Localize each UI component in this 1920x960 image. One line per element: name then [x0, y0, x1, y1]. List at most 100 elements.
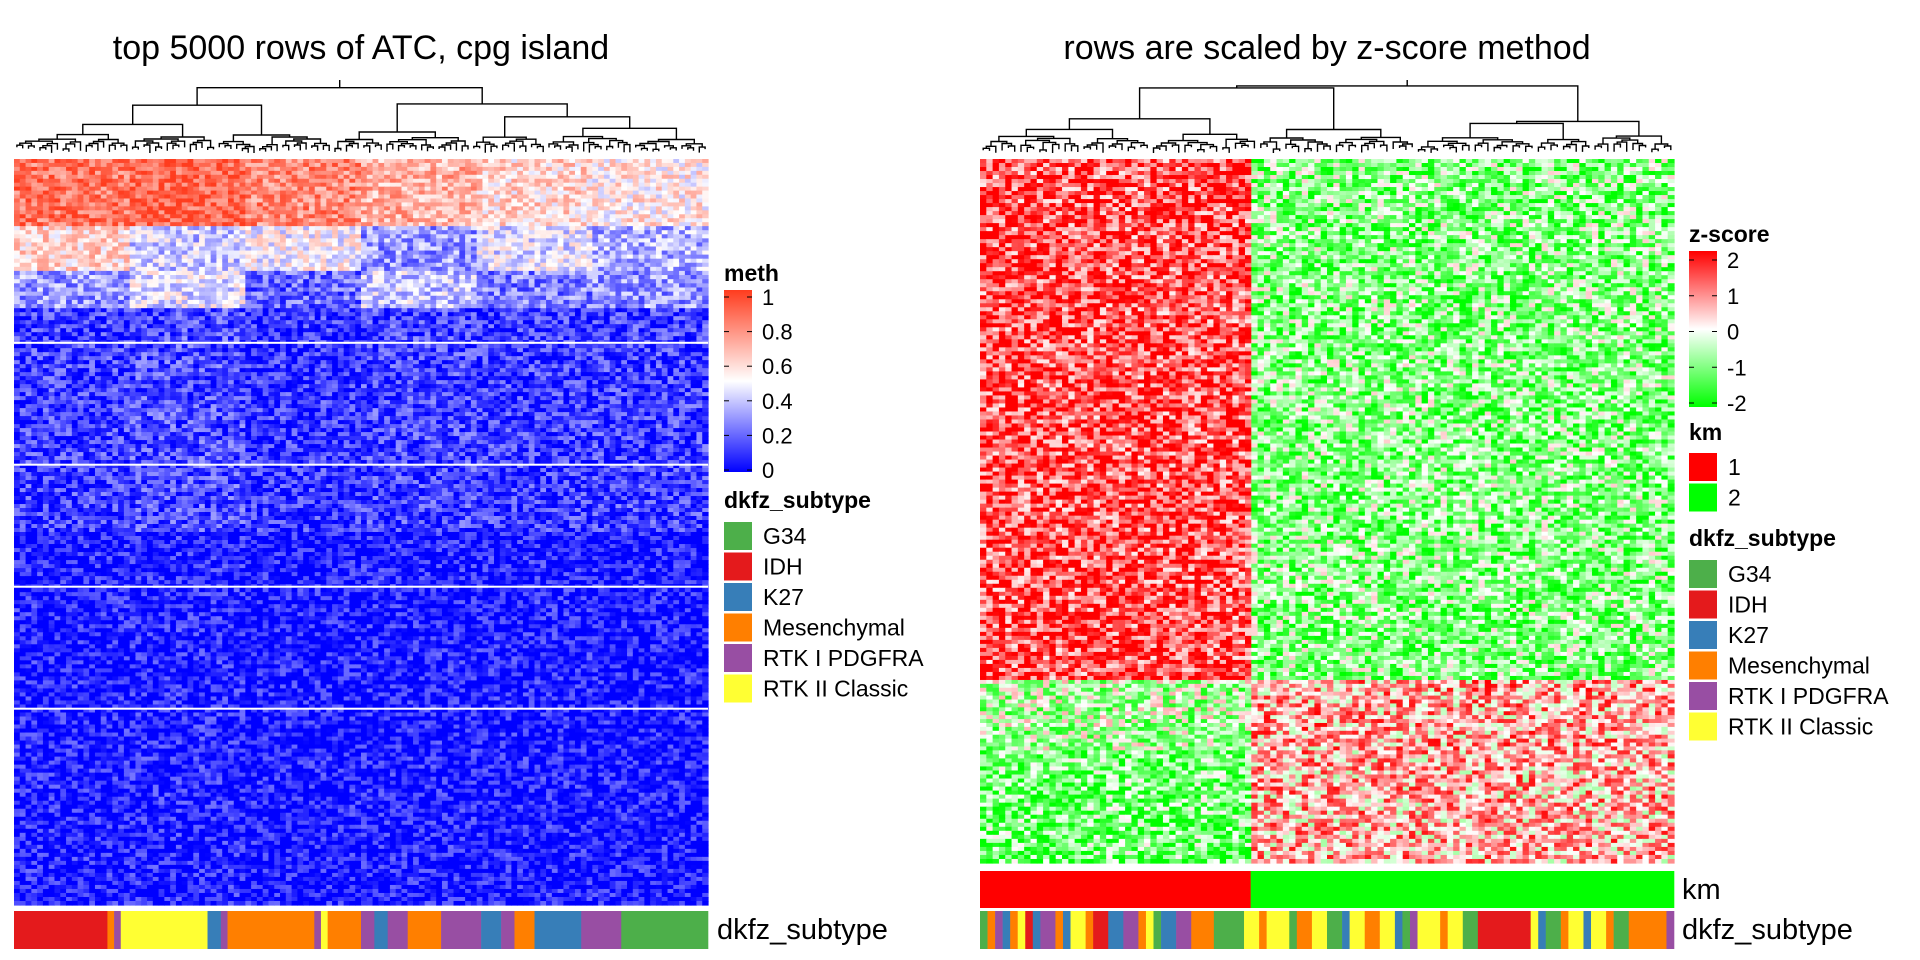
heatmap-cell [477, 222, 483, 227]
heatmap-cell [49, 234, 55, 239]
heatmap-cell [454, 251, 460, 256]
heatmap-cell [569, 222, 575, 227]
heatmap-cell [488, 179, 494, 184]
heatmap-cell [60, 167, 66, 172]
heatmap-cell [621, 175, 627, 180]
heatmap-cell [546, 187, 552, 192]
heatmap-cell [83, 230, 89, 235]
heatmap-cell [349, 214, 355, 219]
heatmap-cell [471, 259, 477, 264]
heatmap-cell [95, 191, 101, 196]
heatmap-cell [141, 259, 147, 264]
heatmap-cell [401, 198, 407, 203]
heatmap-cell [419, 159, 425, 164]
heatmap-cell [558, 246, 564, 251]
heatmap-cell [14, 259, 20, 264]
heatmap-cell [459, 242, 465, 247]
heatmap-cell [662, 163, 668, 168]
heatmap-cell [315, 171, 321, 176]
heatmap-cell [315, 251, 321, 256]
heatmap-cell [535, 175, 541, 180]
heatmap-cell [176, 246, 182, 251]
heatmap-cell [500, 206, 506, 211]
heatmap-cell [332, 259, 338, 264]
heatmap-cell [500, 167, 506, 172]
heatmap-cell [234, 210, 240, 215]
heatmap-cell [257, 202, 263, 207]
heatmap-cell [95, 171, 101, 176]
heatmap-cell [442, 259, 448, 264]
heatmap-cell [72, 214, 78, 219]
heatmap-cell [494, 159, 500, 164]
heatmap-cell [176, 218, 182, 223]
heatmap-cell [627, 222, 633, 227]
heatmap-cell [668, 179, 674, 184]
heatmap-cell [240, 183, 246, 188]
heatmap-cell [378, 206, 384, 211]
heatmap-cell [592, 202, 598, 207]
heatmap-cell [373, 246, 379, 251]
heatmap-cell [401, 222, 407, 227]
heatmap-cell [164, 187, 170, 192]
heatmap-cell [49, 210, 55, 215]
heatmap-cell [309, 175, 315, 180]
heatmap-cell [159, 218, 165, 223]
heatmap-cell [361, 226, 367, 231]
heatmap-cell [170, 198, 176, 203]
heatmap-cell [332, 175, 338, 180]
heatmap-cell [373, 255, 379, 260]
heatmap-cell [575, 206, 581, 211]
heatmap-cell [523, 195, 529, 200]
dendrogram-branch [439, 147, 445, 151]
heatmap-cell [170, 187, 176, 192]
heatmap-cell [673, 159, 679, 164]
heatmap-cell [309, 218, 315, 223]
heatmap-cell [488, 198, 494, 203]
heatmap-cell [321, 179, 327, 184]
heatmap-cell [31, 242, 37, 247]
heatmap-cell [135, 206, 141, 211]
heatmap-cell [89, 202, 95, 207]
heatmap-cell [54, 198, 60, 203]
heatmap-cell [673, 234, 679, 239]
heatmap-cell [523, 179, 529, 184]
heatmap-cell [465, 238, 471, 243]
heatmap-cell [95, 222, 101, 227]
heatmap-cell [280, 175, 286, 180]
heatmap-cell [309, 226, 315, 231]
heatmap-cell [292, 251, 298, 256]
heatmap-cell [20, 202, 26, 207]
heatmap-cell [344, 226, 350, 231]
heatmap-cell [182, 195, 188, 200]
heatmap-cell [89, 171, 95, 176]
dendrogram-branch [198, 141, 211, 148]
heatmap-cell [581, 198, 587, 203]
heatmap-cell [517, 226, 523, 231]
heatmap-cell [390, 183, 396, 188]
heatmap-cell [89, 230, 95, 235]
heatmap-cell [130, 222, 136, 227]
heatmap-cell [257, 171, 263, 176]
heatmap-cell [430, 246, 436, 251]
heatmap-cell [107, 202, 113, 207]
heatmap-cell [89, 218, 95, 223]
heatmap-cell [124, 159, 130, 164]
heatmap-cell [199, 202, 205, 207]
heatmap-cell [639, 198, 645, 203]
heatmap-cell [141, 230, 147, 235]
heatmap-cell [488, 195, 494, 200]
heatmap-cell [419, 234, 425, 239]
heatmap-cell [604, 238, 610, 243]
heatmap-cell [205, 242, 211, 247]
heatmap-cell [378, 163, 384, 168]
heatmap-cell [292, 230, 298, 235]
heatmap-cell [696, 230, 702, 235]
heatmap-cell [471, 238, 477, 243]
dendrogram-branch [167, 143, 176, 151]
heatmap-cell [627, 187, 633, 192]
heatmap-cell [245, 187, 251, 192]
heatmap-cell [540, 179, 546, 184]
heatmap-cell [153, 251, 159, 256]
heatmap-cell [500, 234, 506, 239]
heatmap-cell [89, 159, 95, 164]
